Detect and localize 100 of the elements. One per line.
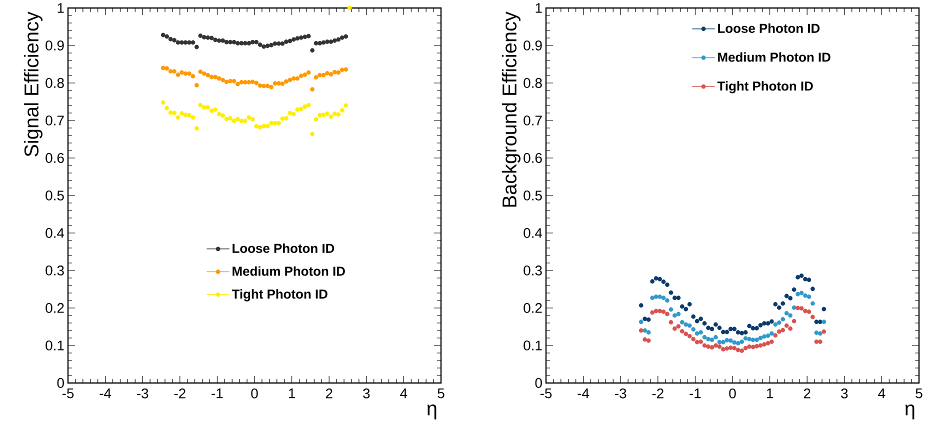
point	[306, 102, 311, 108]
point	[736, 348, 740, 352]
point	[318, 41, 322, 46]
point	[750, 326, 756, 330]
point	[276, 41, 281, 46]
point	[661, 296, 666, 300]
point	[762, 334, 766, 339]
point	[328, 40, 334, 44]
point	[206, 35, 210, 40]
point	[164, 34, 170, 39]
point	[284, 79, 288, 84]
y-tick-label: 0.1	[46, 340, 64, 350]
point	[661, 310, 666, 314]
point	[314, 117, 318, 122]
point	[272, 120, 278, 126]
point	[239, 80, 244, 84]
point	[776, 329, 782, 334]
point	[344, 67, 348, 72]
y-tick-label: 1	[58, 3, 64, 13]
point	[743, 330, 748, 335]
point	[183, 40, 188, 45]
point	[183, 112, 188, 118]
point	[332, 70, 337, 74]
point	[288, 38, 292, 44]
point	[318, 113, 322, 118]
y-tick-label: 0.7	[46, 116, 64, 126]
point	[780, 317, 786, 322]
point	[291, 112, 296, 116]
point	[176, 40, 180, 45]
point	[717, 344, 722, 349]
point	[736, 341, 740, 346]
point	[776, 305, 782, 310]
x-tick-label: -4	[578, 388, 590, 398]
y-tick-label: 0.2	[524, 303, 542, 313]
point	[788, 296, 793, 300]
point	[769, 331, 774, 336]
point	[788, 313, 793, 318]
point	[668, 320, 674, 324]
y-tick-label: 0.3	[46, 266, 64, 276]
point	[714, 322, 718, 327]
point	[784, 311, 789, 316]
point	[758, 323, 763, 328]
point	[665, 282, 670, 287]
point	[780, 301, 786, 306]
point	[160, 32, 166, 38]
point	[650, 279, 655, 284]
point	[216, 38, 222, 43]
point	[164, 106, 170, 110]
point	[638, 303, 644, 308]
point	[784, 323, 789, 328]
point	[228, 116, 232, 120]
point	[754, 344, 759, 348]
y-tick-label: 0.9	[524, 40, 542, 50]
y-tick-label: 0.8	[46, 78, 64, 88]
point	[250, 40, 255, 44]
x-axis-title: η	[427, 404, 436, 420]
point	[340, 35, 344, 40]
point	[642, 337, 648, 342]
legend-label: Tight Photon ID	[717, 81, 813, 94]
point	[642, 316, 648, 322]
point	[288, 110, 292, 116]
point	[168, 36, 173, 42]
x-tick-label: 4	[400, 388, 408, 398]
point	[814, 330, 819, 335]
point	[265, 44, 270, 48]
point	[694, 331, 700, 336]
point	[710, 345, 714, 350]
point	[246, 115, 252, 120]
x-tick-label: 2	[804, 388, 810, 398]
x-tick-label: 5	[438, 388, 444, 398]
point	[190, 40, 196, 45]
point	[706, 326, 710, 330]
point	[220, 78, 225, 82]
point	[754, 338, 759, 342]
point	[717, 340, 722, 344]
point	[180, 40, 184, 45]
point	[638, 320, 644, 324]
point	[160, 66, 166, 70]
x-tick-label: -1	[690, 388, 701, 398]
point	[328, 114, 334, 119]
point	[773, 302, 778, 306]
point	[796, 306, 800, 310]
point	[818, 340, 822, 344]
x-tick-label: -5	[62, 388, 74, 398]
point	[236, 82, 240, 86]
point	[702, 335, 707, 340]
x-tick-label: -1	[212, 388, 223, 398]
point	[638, 328, 644, 333]
point	[710, 338, 714, 342]
point	[216, 76, 222, 81]
y-tick-label: 0.4	[524, 228, 542, 238]
point	[280, 41, 285, 46]
point	[646, 317, 651, 322]
point	[724, 346, 730, 351]
point	[262, 124, 266, 128]
point	[168, 110, 173, 115]
point	[698, 316, 704, 322]
x-tick-label: 3	[841, 388, 848, 398]
point	[172, 38, 177, 42]
point	[750, 338, 756, 342]
